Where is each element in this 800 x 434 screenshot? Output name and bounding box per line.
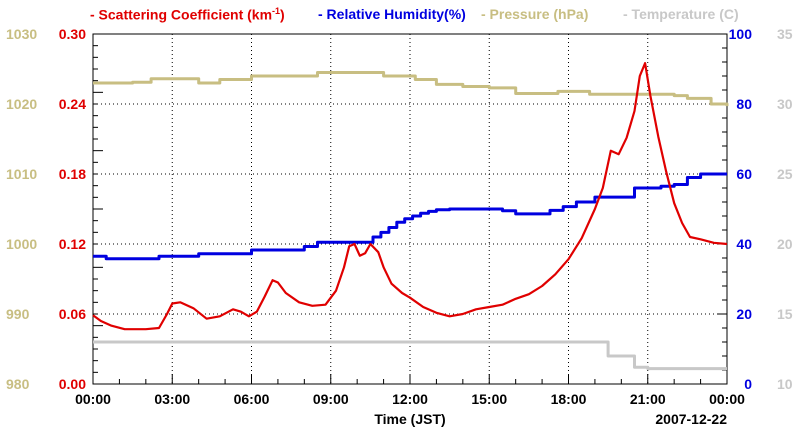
series-temperature [93,340,727,371]
humidity-tick-label: 60 [736,166,752,182]
series-scattering-coefficient [92,62,728,331]
legend-humidity: - Relative Humidity(%) [318,6,466,22]
date-label: 2007-12-22 [655,411,727,427]
pressure-tick-label: 1030 [6,26,37,42]
temperature-tick-label: 35 [777,26,793,42]
x-tick-label: 18:00 [551,391,587,407]
pressure-tick-label: 990 [6,306,30,322]
chart-legend: - Scattering Coefficient (km-1) - Relati… [0,6,800,26]
x-tick-label: 00:00 [75,391,111,407]
x-tick-label: 15:00 [471,391,507,407]
scattering-tick-label: 0.30 [59,26,86,42]
temperature-tick-label: 20 [777,236,793,252]
temperature-tick-label: 10 [777,376,793,392]
pressure-tick-label: 1000 [6,236,37,252]
scattering-tick-label: 0.18 [59,166,86,182]
x-tick-label: 09:00 [313,391,349,407]
scattering-tick-label: 0.06 [59,306,86,322]
humidity-tick-label: 40 [736,236,752,252]
scattering-tick-label: 0.12 [59,236,86,252]
legend-scattering: - Scattering Coefficient (km-1) [90,6,285,23]
x-tick-label: 06:00 [234,391,270,407]
x-axis-title: Time (JST) [374,411,445,427]
x-tick-label: 00:00 [709,391,745,407]
humidity-tick-label: 0 [744,376,752,392]
x-tick-label: 03:00 [154,391,190,407]
x-tick-label: 12:00 [392,391,428,407]
pressure-tick-label: 1010 [6,166,37,182]
temperature-tick-label: 15 [777,306,793,322]
temperature-tick-label: 30 [777,96,793,112]
legend-pressure: - Pressure (hPa) [481,6,589,22]
scattering-tick-label: 0.24 [59,96,86,112]
series-pressure [93,71,729,107]
x-tick-label: 21:00 [630,391,666,407]
scattering-tick-label: 0.00 [59,376,86,392]
legend-temperature: - Temperature (C) [623,6,739,22]
humidity-tick-label: 20 [736,306,752,322]
series-relative-humidity [93,172,727,261]
pressure-tick-label: 980 [6,376,30,392]
pressure-tick-label: 1020 [6,96,37,112]
humidity-tick-label: 80 [736,96,752,112]
humidity-tick-label: 100 [729,26,753,42]
temperature-tick-label: 25 [777,166,793,182]
